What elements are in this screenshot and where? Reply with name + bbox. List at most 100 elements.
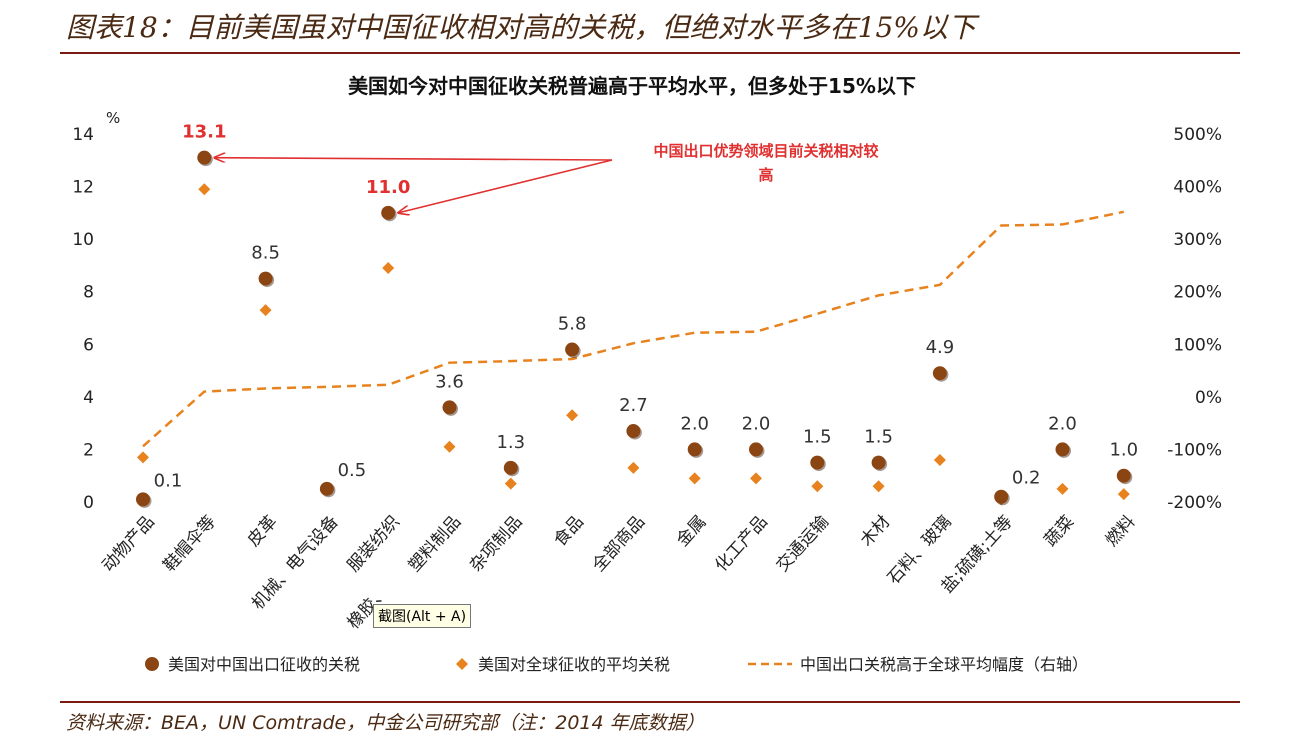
china-tariff-point	[442, 400, 457, 415]
global-avg-diamond	[443, 440, 456, 453]
annotation-text-line2: 高	[758, 166, 773, 184]
left-tick-label: 4	[83, 388, 94, 408]
data-label: 3.6	[435, 371, 464, 392]
category-label: 蔬菜	[1041, 512, 1079, 551]
global-avg-diamond	[750, 472, 762, 485]
y-axis-unit-label: %	[106, 109, 120, 127]
china-tariff-point	[258, 271, 273, 286]
global-avg-diamond	[811, 480, 824, 493]
legend: 美国对中国出口征收的关税 美国对全球征收的平均关税 中国出口关税高于全球平均幅度（右…	[145, 655, 1088, 674]
global-avg-diamond	[688, 472, 701, 485]
annotation-layer: 中国出口优势领域目前关税相对较 高	[214, 142, 879, 213]
annotation-arrow	[214, 158, 613, 160]
top-divider	[60, 52, 1240, 54]
data-label: 0.5	[338, 460, 367, 481]
category-label: 塑料制品	[405, 512, 465, 576]
left-tick-label: 8	[83, 283, 94, 303]
china-tariff-point	[626, 424, 641, 439]
data-label: 11.0	[366, 177, 410, 198]
annotation-arrow	[398, 159, 613, 213]
legend-label: 中国出口关税高于全球平均幅度（右轴）	[800, 655, 1088, 674]
category-label: 燃料	[1102, 512, 1140, 551]
data-label: 5.8	[558, 314, 587, 335]
china-tariff-point	[1116, 468, 1131, 483]
right-tick-label: 500%	[1173, 125, 1222, 145]
global-avg-diamond	[872, 480, 885, 493]
series-circle-layer	[136, 150, 1133, 508]
right-tick-label: 100%	[1173, 335, 1222, 355]
left-tick-label: 2	[83, 440, 94, 460]
china-tariff-point	[381, 205, 396, 220]
data-label: 1.3	[496, 432, 525, 453]
right-tick-label: 300%	[1173, 230, 1222, 250]
category-label: 杂项制品	[466, 512, 526, 576]
category-label: 鞋帽伞等	[160, 512, 220, 576]
china-tariff-point	[197, 150, 212, 165]
chart-title: 美国如今对中国征收关税普遍高于平均水平，但多处于15%以下	[348, 74, 916, 98]
left-axis: 0 2 4 6 8 10 12 14	[72, 125, 94, 513]
data-label: 0.2	[1012, 468, 1041, 489]
premium-line	[142, 210, 1125, 448]
data-label: 2.0	[742, 413, 771, 434]
source-note: 资料来源：BEA，UN Comtrade，中金公司研究部（注：2014 年底数据…	[66, 712, 705, 734]
right-tick-label: -200%	[1167, 493, 1222, 513]
data-label: 1.0	[1109, 440, 1138, 461]
data-label-layer: 0.1 13.1 8.5 0.5 11.0 3.6 1.3 5.8 2.7 2.0 2.0 1.5 1.…	[154, 122, 1138, 492]
data-label: 0.1	[154, 470, 183, 491]
china-tariff-point	[994, 489, 1009, 504]
data-label: 1.5	[803, 427, 832, 448]
china-tariff-point	[136, 492, 150, 507]
legend-label: 美国对全球征收的平均关税	[478, 655, 670, 674]
legend-circle-marker	[145, 657, 159, 671]
global-avg-diamond	[933, 453, 946, 466]
data-label: 2.0	[1048, 413, 1077, 434]
data-label: 8.5	[251, 243, 280, 264]
data-label: 2.0	[680, 413, 709, 434]
category-label: 动物产品	[98, 512, 158, 576]
legend-diamond-marker	[456, 658, 468, 670]
category-label: 交通运输	[773, 512, 833, 576]
global-avg-diamond	[504, 477, 517, 490]
legend-label: 美国对中国出口征收的关税	[168, 655, 360, 674]
left-tick-label: 14	[72, 125, 94, 145]
global-avg-diamond	[566, 409, 579, 422]
category-label: 服装纺织	[344, 512, 404, 576]
china-tariff-point	[319, 481, 334, 496]
right-tick-label: 400%	[1173, 178, 1222, 198]
global-avg-diamond	[1117, 488, 1130, 501]
right-tick-label: -100%	[1167, 440, 1222, 460]
right-tick-label: 0%	[1195, 388, 1222, 408]
global-avg-diamond	[259, 304, 272, 317]
category-label: 木材	[857, 512, 895, 551]
china-tariff-point	[565, 342, 580, 357]
category-label: 皮革	[244, 512, 282, 551]
right-tick-label: 200%	[1173, 283, 1222, 303]
china-tariff-point	[749, 442, 763, 457]
category-label: 金属	[673, 512, 711, 551]
right-axis: -200% -100% 0% 100% 200% 300% 400% 500%	[1167, 125, 1222, 513]
data-label: 2.7	[619, 395, 648, 416]
china-tariff-point	[871, 455, 886, 470]
china-tariff-point	[687, 442, 702, 457]
bottom-divider	[60, 701, 1240, 703]
global-avg-diamond	[198, 183, 211, 196]
left-tick-label: 0	[83, 493, 94, 513]
global-avg-diamond	[1056, 482, 1069, 495]
figure-title: 图表18：目前美国虽对中国征收相对高的关税，但绝对水平多在15%以下	[66, 11, 976, 44]
annotation-text-line1: 中国出口优势领域目前关税相对较	[653, 142, 878, 160]
data-label: 1.5	[864, 427, 893, 448]
left-tick-label: 12	[72, 178, 94, 198]
global-avg-diamond	[627, 461, 640, 474]
china-tariff-point	[1055, 442, 1070, 457]
china-tariff-point	[932, 366, 947, 381]
global-avg-diamond	[382, 262, 395, 275]
left-tick-label: 10	[72, 230, 94, 250]
tariff-chart: 美国如今对中国征收关税普遍高于平均水平，但多处于15%以下 % 0 2 4 6 8 10 1…	[72, 74, 1222, 674]
category-label: 化工产品	[711, 512, 771, 576]
screenshot-tooltip: 截图(Alt + A)	[373, 604, 472, 628]
category-label: 食品	[550, 512, 588, 551]
data-label: 4.9	[926, 337, 955, 358]
china-tariff-point	[810, 455, 825, 470]
category-label: 全部商品	[589, 512, 649, 576]
